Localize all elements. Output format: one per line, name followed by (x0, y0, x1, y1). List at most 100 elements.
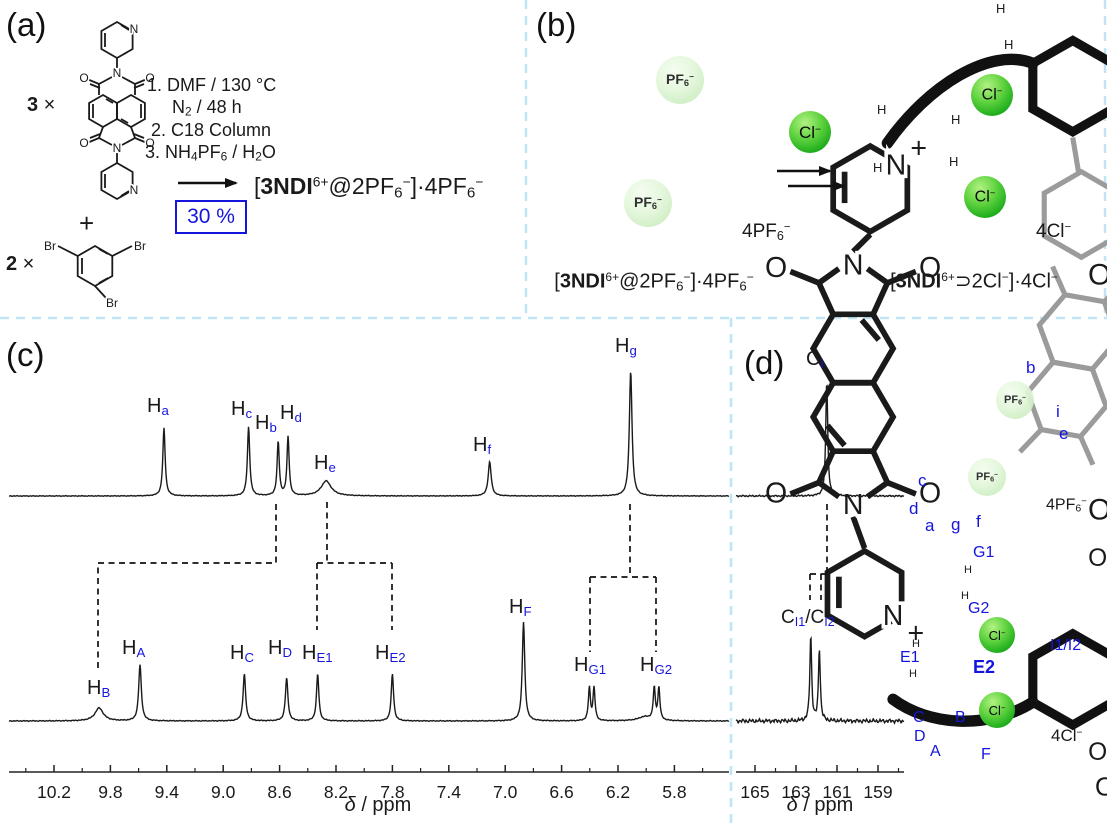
assign-f: f (976, 512, 981, 531)
svg-text:9.8: 9.8 (98, 782, 122, 802)
cl-anion-sphere-small: Cl− (979, 617, 1015, 653)
x-axis-unit-13c: δ / ppm (786, 794, 854, 816)
peak-label-ci1-ci2: CI1/CI2 (781, 607, 835, 629)
yield-value: 30 % (187, 205, 235, 228)
svg-text:8.6: 8.6 (267, 782, 291, 802)
peak-label-hf: Hf (473, 434, 492, 457)
panel-d-label: (d) (744, 344, 785, 381)
assign-i: i (1056, 402, 1060, 421)
svg-text:N: N (113, 141, 122, 155)
svg-text:5.8: 5.8 (662, 782, 686, 802)
peak-label-ci: Ci (806, 348, 824, 371)
cl-anion-sphere-small: Cl− (979, 692, 1015, 728)
svg-text:6.6: 6.6 (549, 782, 573, 802)
svg-text:N: N (130, 183, 139, 197)
svg-text:6.2: 6.2 (606, 782, 630, 802)
assign-G2: G2 (968, 600, 990, 617)
peak-label-hF: HF (509, 596, 532, 619)
peak-label-hg: Hg (615, 335, 637, 358)
peak-label-hC: HC (230, 642, 254, 665)
x-axis-unit-1h: δ / ppm (344, 794, 412, 816)
assign-c: c (918, 471, 927, 490)
assign-B: B (955, 709, 966, 726)
ndi-monomer-structure: N N O O O O N N (78, 21, 156, 201)
nmr-trace (735, 635, 905, 725)
panel-a-label: (a) (6, 6, 47, 43)
nmr-trace (735, 384, 905, 498)
svg-text:10.2: 10.2 (37, 782, 71, 802)
assign-D: D (914, 728, 926, 745)
peak-label-hB: HB (87, 677, 111, 700)
stoichiometry-3x: 3 × (27, 94, 56, 116)
caption-pf6-complex: [3NDI6+@2PF6−]·4PF6− (554, 270, 754, 294)
peak-label-he: He (314, 452, 336, 475)
assign-E2: E2 (973, 657, 996, 677)
svg-text:8.2: 8.2 (324, 782, 348, 802)
assign-g: g (951, 515, 961, 534)
assign-A: A (930, 743, 941, 760)
nmr-plots: 10.2 9.8 9.4 9.0 8.6 8.2 7.8 7.4 7.0 6.6 6.2 5.8 165… (8, 372, 905, 802)
h-atom-label: H (951, 112, 961, 127)
condition-step2: 2. C18 Column (151, 120, 272, 140)
cl-anion-sphere: Cl− (971, 74, 1013, 116)
equilibrium-arrows (777, 166, 846, 191)
svg-text:9.0: 9.0 (211, 782, 236, 802)
h-atom-label: H (996, 1, 1006, 16)
h-atom-label: H (912, 638, 920, 650)
svg-text:O: O (145, 136, 154, 150)
pf6-anion-sphere-small: PF6− (996, 381, 1034, 419)
assign-d: d (909, 499, 919, 518)
yield-badge: 30 % (175, 200, 247, 234)
peak-label-hE1: HE1 (302, 642, 333, 665)
caption-cl-complex: [3NDI6+⊃2Cl−]·4Cl− (890, 270, 1058, 293)
pf6-anion-sphere: PF6− (624, 179, 672, 227)
counterion-4pf6: 4PF6− (742, 221, 791, 243)
svg-text:7.4: 7.4 (437, 782, 462, 802)
h-atom-label: H (961, 590, 969, 602)
counterion-4cl-small: 4Cl− (1051, 726, 1083, 745)
svg-text:N: N (130, 22, 139, 36)
peak-label-hG1: HG1 (574, 654, 607, 677)
stoichiometry-2x: 2 × (6, 253, 35, 275)
peak-label-hb: Hb (255, 412, 277, 435)
svg-text:165: 165 (740, 782, 769, 802)
svg-text:N: N (113, 66, 122, 80)
peak-label-hd: Hd (280, 402, 302, 425)
condition-step1: 1. DMF / 130 °C (147, 75, 277, 95)
counterion-4pf6-small: 4PF6− (1046, 496, 1087, 515)
cl-anion-sphere: Cl− (964, 176, 1006, 218)
peak-label-hA: HA (122, 637, 146, 660)
svg-text:Br: Br (106, 296, 118, 310)
peak-connectors (97, 502, 828, 668)
svg-text:O: O (145, 71, 154, 85)
counterion-4cl: 4Cl− (1036, 221, 1072, 242)
assign-C: C (913, 709, 925, 726)
peak-label-hD: HD (268, 637, 292, 660)
tribromide-structure: Br Br Br (43, 238, 148, 312)
svg-text:159: 159 (863, 782, 892, 802)
h-atom-label: H (964, 564, 972, 576)
svg-text:7.0: 7.0 (493, 782, 518, 802)
nmr-trace (8, 372, 730, 498)
svg-text:161: 161 (822, 782, 851, 802)
peak-label-hE2: HE2 (375, 642, 406, 665)
product-formula: [3NDI6+@2PF6−]·4PF6− (254, 173, 484, 202)
peak-label-hG2: HG2 (640, 654, 673, 677)
svg-text:Br: Br (134, 239, 146, 253)
assign-G1: G1 (973, 544, 995, 561)
h-atom-label: H (873, 160, 883, 175)
peak-label-hc: Hc (231, 398, 253, 421)
h-atom-label: H (1004, 37, 1014, 52)
plus-sign: + (79, 208, 95, 238)
svg-text:O: O (79, 136, 88, 150)
peak-label-ha: Ha (147, 395, 169, 418)
cl-anion-sphere-free: Cl− (789, 111, 831, 153)
panel-c-label: (c) (6, 336, 45, 373)
assign-a: a (925, 516, 935, 535)
assign-b: b (1026, 358, 1036, 377)
cage-pf6-assigned (1086, 360, 1107, 828)
svg-text:O: O (79, 71, 88, 85)
